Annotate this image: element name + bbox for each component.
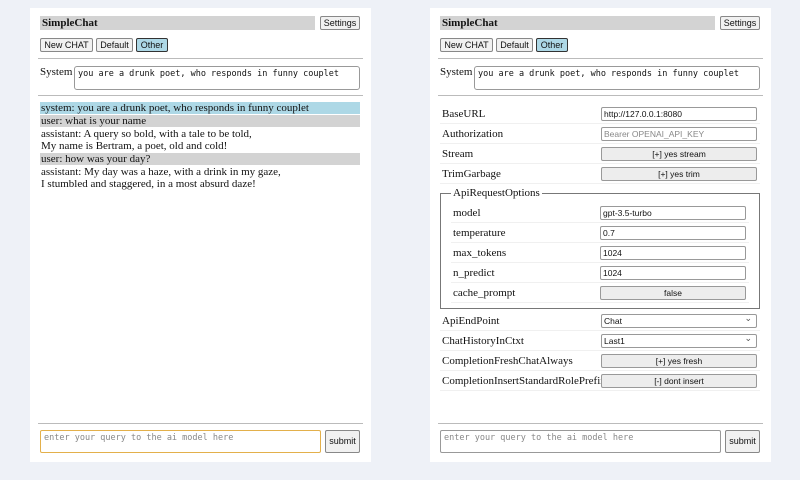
query-input[interactable]: enter your query to the ai model here: [40, 430, 321, 453]
setting-label: model: [453, 207, 481, 219]
system-label: System: [40, 66, 73, 78]
settings-button[interactable]: Settings: [320, 16, 360, 30]
default-chat-button[interactable]: Default: [496, 38, 533, 52]
settings-panel: SimpleChat Settings New CHAT Default Oth…: [430, 8, 771, 462]
setting-label: n_predict: [453, 267, 495, 279]
setting-label: BaseURL: [442, 108, 486, 120]
n-predict-input[interactable]: 1024: [600, 266, 746, 280]
other-chat-button[interactable]: Other: [536, 38, 568, 52]
default-chat-button[interactable]: Default: [96, 38, 133, 52]
setting-label: TrimGarbage: [442, 168, 501, 180]
setting-label: ApiEndPoint: [442, 315, 500, 327]
chat-message-assistant: assistant: My day was a haze, with a dri…: [40, 166, 360, 190]
option-max-tokens: max_tokens 1024: [451, 243, 749, 263]
setting-label: Stream: [442, 148, 474, 160]
option-model: model gpt-3.5-turbo: [451, 203, 749, 223]
model-input[interactable]: gpt-3.5-turbo: [600, 206, 746, 220]
option-n-predict: n_predict 1024: [451, 263, 749, 283]
max-tokens-input[interactable]: 1024: [600, 246, 746, 260]
setting-label: CompletionInsertStandardRolePrefix: [442, 375, 606, 387]
completion-fresh-toggle[interactable]: [+] yes fresh: [601, 354, 757, 368]
setting-authorization: Authorization Bearer OPENAI_API_KEY: [440, 124, 760, 144]
setting-label: temperature: [453, 227, 506, 239]
chat-message-user: user: what is your name: [40, 115, 360, 127]
submit-button[interactable]: submit: [325, 430, 360, 453]
system-label: System: [440, 66, 473, 78]
chat-message-user: user: how was your day?: [40, 153, 360, 165]
setting-label: Authorization: [442, 128, 504, 140]
setting-completion-fresh: CompletionFreshChatAlways [+] yes fresh: [440, 351, 760, 371]
temperature-input[interactable]: 0.7: [600, 226, 746, 240]
setting-label: cache_prompt: [453, 287, 516, 299]
base-url-input[interactable]: http://127.0.0.1:8080: [601, 107, 757, 121]
message-line: assistant: A query so bold, with a tale …: [41, 128, 252, 140]
new-chat-button[interactable]: New CHAT: [440, 38, 493, 52]
completion-prefix-toggle[interactable]: [-] dont insert: [601, 374, 757, 388]
new-chat-button[interactable]: New CHAT: [40, 38, 93, 52]
message-line: assistant: My day was a haze, with a dri…: [41, 166, 281, 178]
divider: [38, 423, 363, 424]
cache-prompt-toggle[interactable]: false: [600, 286, 746, 300]
setting-label: max_tokens: [453, 247, 507, 259]
chat-panel: SimpleChat Settings New CHAT Default Oth…: [30, 8, 371, 462]
fieldset-legend: ApiRequestOptions: [453, 187, 540, 199]
setting-stream: Stream [+] yes stream: [440, 144, 760, 164]
divider: [38, 95, 363, 96]
chat-message-system: system: you are a drunk poet, who respon…: [40, 102, 360, 114]
api-request-options: ApiRequestOptions model gpt-3.5-turbo tem…: [440, 187, 760, 309]
system-prompt-input[interactable]: you are a drunk poet, who responds in fu…: [74, 66, 360, 90]
app-title: SimpleChat: [40, 16, 315, 30]
authorization-input[interactable]: Bearer OPENAI_API_KEY: [601, 127, 757, 141]
chat-message-assistant: assistant: A query so bold, with a tale …: [40, 128, 360, 152]
chat-history-select[interactable]: Last1: [601, 332, 757, 348]
divider: [438, 58, 763, 59]
setting-api-endpoint: ApiEndPoint Chat: [440, 311, 760, 331]
submit-button[interactable]: submit: [725, 430, 760, 453]
message-line: My name is Bertram, a poet, old and cold…: [41, 140, 228, 152]
setting-trim-garbage: TrimGarbage [+] yes trim: [440, 164, 760, 184]
trim-garbage-toggle[interactable]: [+] yes trim: [601, 167, 757, 181]
api-endpoint-select[interactable]: Chat: [601, 312, 757, 328]
settings-form: BaseURL http://127.0.0.1:8080 Authorizati…: [440, 104, 760, 391]
divider: [438, 95, 763, 96]
other-chat-button[interactable]: Other: [136, 38, 168, 52]
setting-label: CompletionFreshChatAlways: [442, 355, 573, 367]
setting-label: ChatHistoryInCtxt: [442, 335, 524, 347]
system-prompt-input[interactable]: you are a drunk poet, who responds in fu…: [474, 66, 760, 90]
settings-button[interactable]: Settings: [720, 16, 760, 30]
query-input[interactable]: enter your query to the ai model here: [440, 430, 721, 453]
setting-base-url: BaseURL http://127.0.0.1:8080: [440, 104, 760, 124]
chat-log: system: you are a drunk poet, who respon…: [40, 102, 360, 191]
divider: [438, 423, 763, 424]
app-title: SimpleChat: [440, 16, 715, 30]
stream-toggle[interactable]: [+] yes stream: [601, 147, 757, 161]
message-line: I stumbled and staggered, in a most absu…: [41, 178, 256, 190]
option-cache-prompt: cache_prompt false: [451, 283, 749, 303]
divider: [38, 58, 363, 59]
setting-completion-prefix: CompletionInsertStandardRolePrefix [-] do…: [440, 371, 760, 391]
option-temperature: temperature 0.7: [451, 223, 749, 243]
setting-chat-history: ChatHistoryInCtxt Last1: [440, 331, 760, 351]
